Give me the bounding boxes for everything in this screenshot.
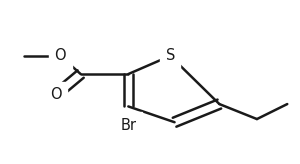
Text: O: O: [50, 87, 62, 102]
Text: S: S: [166, 48, 175, 63]
Text: Br: Br: [120, 118, 136, 133]
Text: O: O: [55, 48, 66, 63]
